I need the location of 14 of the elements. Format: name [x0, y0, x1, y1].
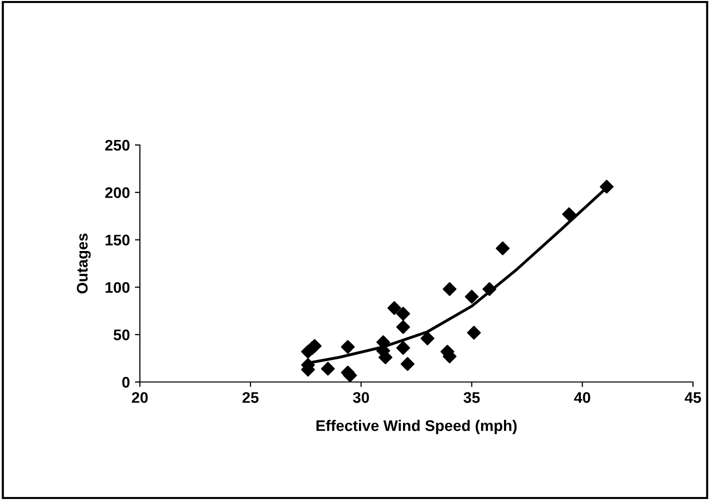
x-tick-label: 30: [352, 392, 369, 403]
x-tick-label: 25: [242, 392, 259, 403]
y-tick-label: 200: [105, 187, 130, 198]
y-tick-label: 150: [106, 234, 130, 246]
x-tick-label: 45: [684, 392, 702, 403]
y-tick-label: 50: [114, 329, 130, 340]
x-tick-label: 40: [574, 392, 590, 403]
x-tick-label: 35: [464, 392, 480, 403]
x-tick-label: 20: [132, 392, 148, 403]
y-tick-label: 0: [122, 376, 130, 388]
x-axis-title: Effective Wind Speed (mph): [316, 420, 517, 434]
y-tick-label: 100: [106, 282, 130, 293]
y-axis-title: Outages: [76, 234, 91, 294]
y-tick-label: 250: [105, 140, 130, 151]
